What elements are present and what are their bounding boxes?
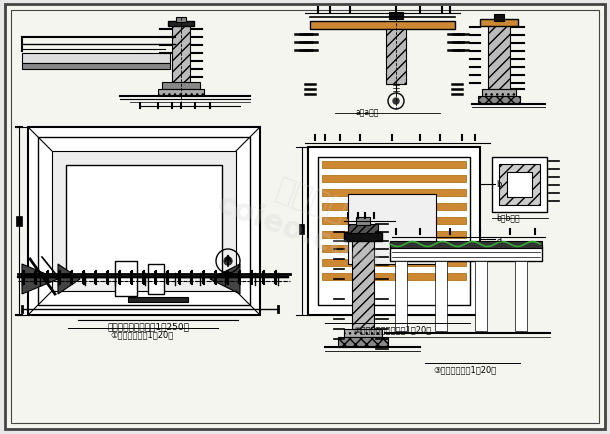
Bar [22,54,170,64]
Bar [322,204,466,210]
Bar [390,247,542,261]
Bar [395,261,407,331]
Bar [322,176,466,183]
Bar [22,64,170,70]
Bar [390,241,542,248]
Text: a: a [496,235,501,244]
Bar [356,217,370,226]
Bar [16,217,22,227]
Bar [389,13,403,20]
Bar [299,224,304,234]
Bar [308,148,480,315]
Bar [322,273,466,280]
Bar [494,15,504,22]
Bar [352,240,374,329]
Text: ①树池的做法（1：20）: ①树池的做法（1：20） [110,329,174,338]
Text: b: b [496,180,501,189]
Bar [162,83,200,90]
Bar [318,158,470,305]
Bar [115,261,137,296]
Bar [322,161,466,169]
Bar [488,25,510,90]
Bar [322,231,466,238]
Text: ③花坦的做法（1：20）: ③花坦的做法（1：20） [433,364,497,373]
Bar [322,260,466,266]
Bar [322,190,466,197]
Bar [475,261,487,331]
Bar [172,25,190,85]
Bar [176,18,186,23]
Text: 工程总网
coieo.com: 工程总网 coieo.com [213,158,397,276]
Circle shape [393,99,399,105]
Bar [480,20,518,27]
Bar [52,151,236,291]
Bar [344,233,382,241]
Bar [386,30,406,85]
Bar [478,97,520,105]
Polygon shape [58,264,80,294]
Bar [507,173,532,197]
Bar [128,297,188,302]
Bar [348,224,378,233]
Bar [38,138,250,305]
Text: ②树池加坐凳的做法（1：20）: ②树池加坐凳的做法（1：20） [353,324,431,333]
Bar [482,90,516,97]
Text: 北入口花坦平面图（1：250）: 北入口花坦平面图（1：250） [107,321,189,330]
Text: b－b断面: b－b断面 [496,213,520,221]
Bar [148,264,164,294]
Text: a－a断面: a－a断面 [355,108,378,117]
Bar [499,164,540,206]
Bar [344,329,382,337]
Bar [322,246,466,253]
Polygon shape [22,264,58,294]
Bar [492,158,547,213]
Bar [322,217,466,224]
Bar [338,337,388,347]
Bar [348,194,436,264]
Polygon shape [210,264,240,294]
Circle shape [224,257,232,265]
Bar [515,261,527,331]
Bar [66,166,222,277]
Bar [158,90,204,97]
Bar [168,22,194,27]
Bar [435,261,447,331]
Bar [28,128,260,315]
Bar [310,22,455,30]
